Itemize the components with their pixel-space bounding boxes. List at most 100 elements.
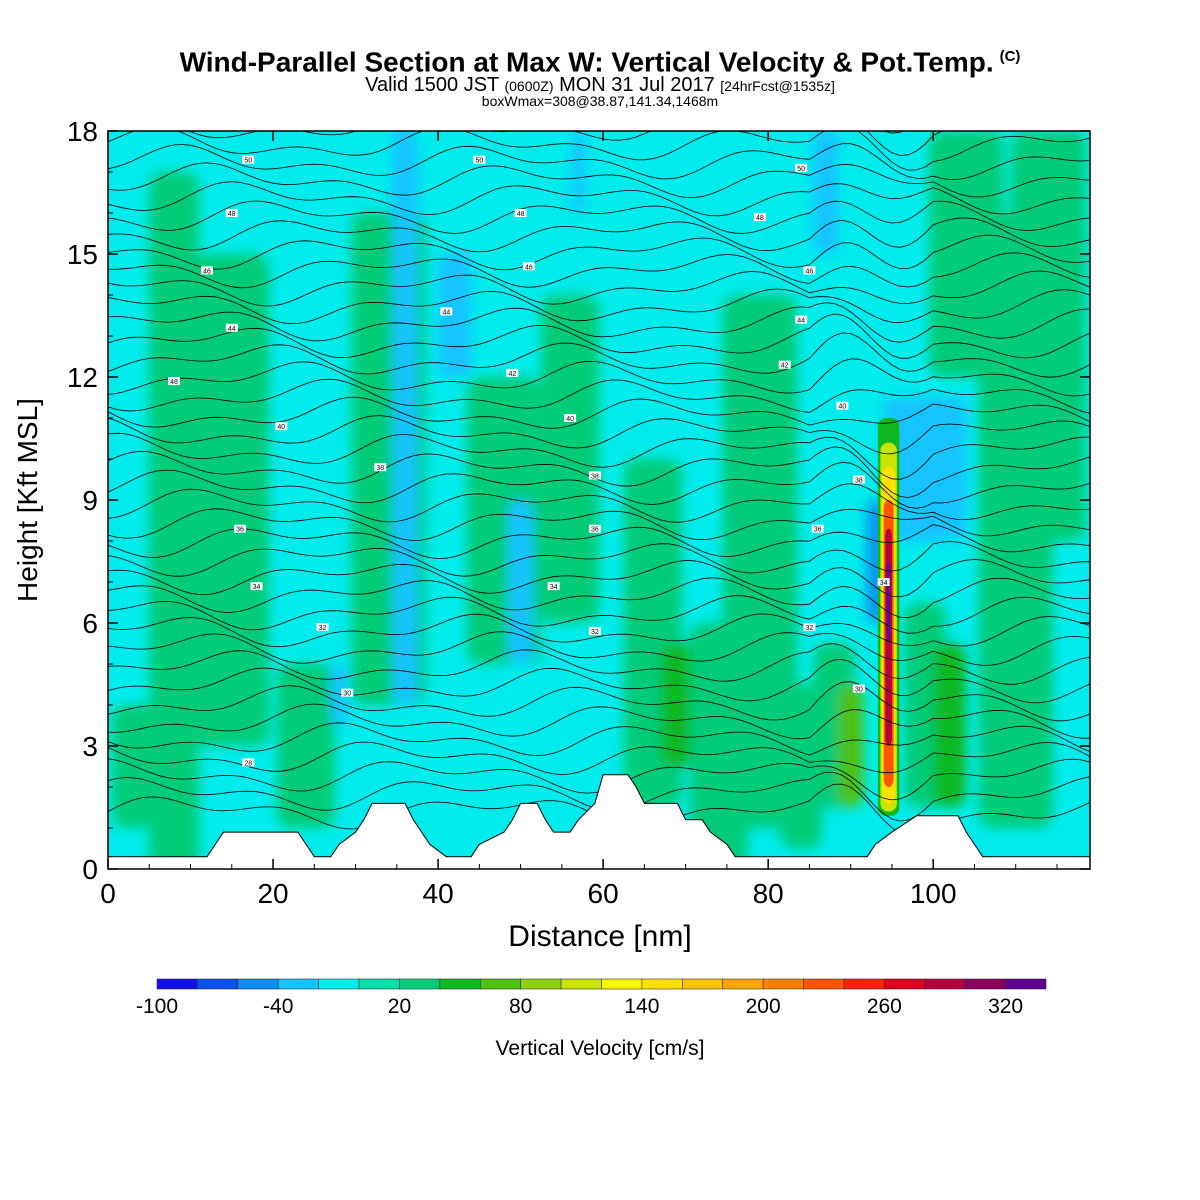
contour-label: 36	[814, 527, 822, 534]
theta-contour	[108, 595, 1090, 634]
theta-contour	[108, 217, 1090, 253]
theta-contour	[108, 313, 1090, 359]
contour-label-bg	[234, 524, 247, 533]
contour-label-bg	[877, 578, 890, 586]
contour-label-bg	[795, 315, 808, 324]
updraft-band	[149, 172, 199, 869]
theta-contour	[108, 681, 1090, 722]
colorbar-swatch	[803, 978, 845, 990]
box-info: boxWmax=308@38.87,141.34,1468m	[481, 93, 719, 110]
contour-label-bg	[588, 471, 601, 480]
contour-label-bg	[836, 401, 849, 410]
valid-utc: (0600Z)	[504, 78, 554, 95]
colorbar-tick-label: 260	[867, 995, 902, 1018]
theta-contour	[108, 541, 1090, 577]
contour-label-bg	[803, 623, 816, 632]
contour-label-bg	[374, 463, 387, 472]
colorbar-swatch	[884, 978, 926, 990]
contour-label: 32	[591, 629, 599, 636]
colorbar-swatch	[964, 978, 1006, 990]
contour-label-bg	[242, 758, 255, 767]
contour-label: 48	[517, 211, 525, 218]
velocity-field	[108, 131, 1090, 869]
colorbar-swatch	[924, 978, 966, 990]
colorbar-tick-label: 140	[624, 995, 659, 1018]
contour-label-bg	[201, 266, 214, 275]
contour-label: 48	[170, 379, 178, 386]
colorbar-swatch	[439, 978, 481, 990]
theta-contour	[108, 396, 1090, 429]
contour-label-bg	[316, 623, 329, 632]
colorbar-tick-label: 20	[388, 995, 411, 1018]
updraft-band	[933, 643, 967, 808]
theta-contour	[108, 234, 1090, 271]
theta-contour	[108, 483, 1090, 523]
contour-label-bg	[588, 627, 601, 636]
contour-label: 50	[475, 158, 483, 165]
contour-label: 44	[228, 326, 236, 333]
colorbar-tick-label: -40	[263, 995, 293, 1018]
contour-label-bg	[753, 213, 766, 222]
colorbar-swatch	[560, 978, 602, 990]
colorbar: -100 -40 20 80 140 200 260 320	[136, 978, 1047, 1018]
contour-label: 46	[203, 268, 211, 275]
theta-contour	[108, 643, 1090, 685]
theta-contour	[108, 378, 1090, 414]
x-tick-label: 60	[588, 878, 619, 909]
colorbar-swatch	[762, 978, 804, 990]
colorbar-tick-label: -100	[136, 995, 178, 1018]
updraft-band	[277, 664, 335, 828]
valid-date: MON 31 Jul 2017	[559, 74, 715, 97]
theta-contour	[108, 703, 1090, 740]
chart-title-text: Wind-Parallel Section at Max W: Vertical…	[179, 46, 994, 78]
contour-label-bg	[588, 524, 601, 533]
theta-contour	[108, 577, 1090, 619]
colorbar-swatch	[318, 978, 360, 990]
colorbar-swatch	[722, 978, 764, 990]
contour-label: 40	[277, 424, 285, 431]
updraft-band	[112, 705, 154, 828]
contour-label: 30	[855, 687, 863, 694]
contour-label: 32	[806, 625, 814, 632]
colorbar-swatch	[641, 978, 683, 990]
contour-label: 50	[797, 166, 805, 173]
theta-contour	[108, 288, 1090, 325]
x-tick-label: 80	[753, 878, 784, 909]
contour-label: 46	[806, 268, 814, 275]
colorbar-label: Vertical Velocity [cm/s]	[495, 1037, 705, 1060]
downdraft-band	[392, 131, 418, 705]
contour-label-bg	[522, 262, 535, 271]
theta-contour	[108, 432, 1090, 480]
colorbar-swatch	[843, 978, 885, 990]
theta-contour	[108, 131, 1090, 171]
contour-label: 28	[244, 760, 252, 767]
theta-contour	[188, 131, 944, 156]
contour-label: 32	[319, 625, 327, 632]
theta-contour	[108, 200, 1090, 234]
theta-contour	[108, 741, 1090, 776]
downdraft-band	[813, 131, 839, 254]
x-tick-label: 0	[100, 878, 116, 909]
contour-label: 34	[880, 580, 888, 587]
updraft-band	[660, 643, 694, 767]
y-tick-label: 3	[82, 731, 98, 762]
contour-label-bg	[275, 422, 288, 431]
terrain	[107, 774, 1091, 870]
updraft-band	[1011, 131, 1086, 541]
x-tick-label: 100	[910, 878, 957, 909]
x-axis-label: Distance [nm]	[508, 920, 692, 953]
contour-label-bg	[440, 307, 453, 316]
colorbar-swatch	[277, 978, 319, 990]
colorbar-swatch	[601, 978, 643, 990]
contour-label-bg	[778, 360, 791, 369]
contour-label-bg	[564, 414, 577, 422]
contour-label-bg	[225, 323, 238, 332]
contour-label: 42	[508, 371, 516, 378]
theta-contour	[108, 302, 1090, 343]
colorbar-swatch	[520, 978, 562, 990]
colorbar-swatch	[399, 978, 441, 990]
updraft-core	[886, 561, 891, 644]
colorbar-swatch	[1005, 978, 1047, 990]
